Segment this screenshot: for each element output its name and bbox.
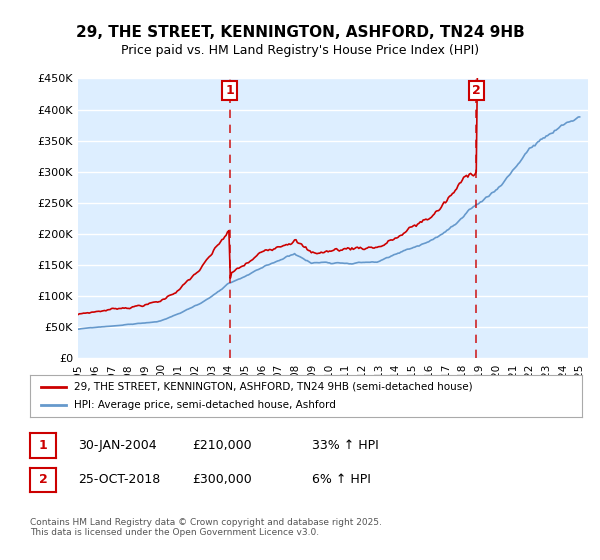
Text: 25-OCT-2018: 25-OCT-2018 [78, 473, 160, 487]
Text: Contains HM Land Registry data © Crown copyright and database right 2025.
This d: Contains HM Land Registry data © Crown c… [30, 518, 382, 538]
Text: Price paid vs. HM Land Registry's House Price Index (HPI): Price paid vs. HM Land Registry's House … [121, 44, 479, 57]
Text: 29, THE STREET, KENNINGTON, ASHFORD, TN24 9HB (semi-detached house): 29, THE STREET, KENNINGTON, ASHFORD, TN2… [74, 382, 473, 392]
Text: 2: 2 [39, 473, 47, 487]
Text: HPI: Average price, semi-detached house, Ashford: HPI: Average price, semi-detached house,… [74, 400, 336, 410]
Text: 29, THE STREET, KENNINGTON, ASHFORD, TN24 9HB: 29, THE STREET, KENNINGTON, ASHFORD, TN2… [76, 25, 524, 40]
Text: 1: 1 [226, 85, 234, 97]
Text: £300,000: £300,000 [192, 473, 252, 487]
Text: 2: 2 [472, 85, 481, 97]
Text: 1: 1 [39, 438, 47, 452]
Text: 33% ↑ HPI: 33% ↑ HPI [312, 438, 379, 452]
Text: 6% ↑ HPI: 6% ↑ HPI [312, 473, 371, 487]
Text: 30-JAN-2004: 30-JAN-2004 [78, 438, 157, 452]
Text: £210,000: £210,000 [192, 438, 251, 452]
